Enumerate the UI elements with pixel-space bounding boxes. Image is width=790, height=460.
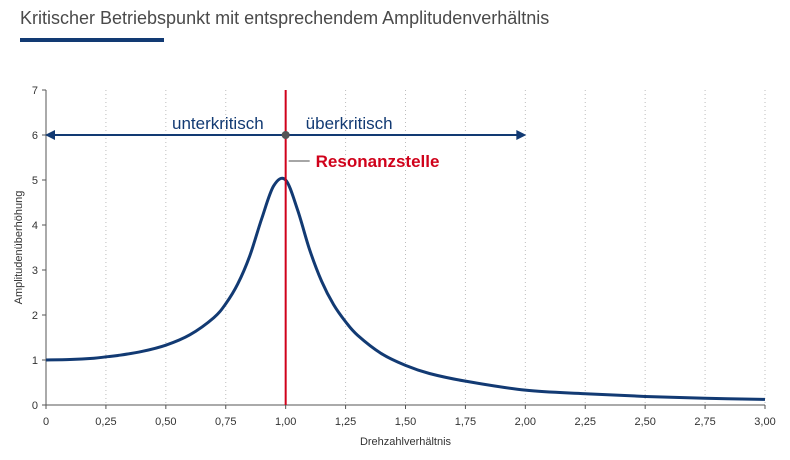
x-tick-label: 2,75 [694,416,715,428]
y-tick-label: 1 [32,355,38,367]
annotations: unterkritisch überkritisch Resonanzstelle [45,90,527,405]
x-axis-label: Drehzahlverhältnis [360,436,452,448]
x-tick-label: 2,25 [575,416,596,428]
x-tick-label: 0,75 [215,416,236,428]
series-group [45,176,766,401]
resonance-label: Resonanzstelle [316,152,440,171]
left-region-label: unterkritisch [172,114,264,133]
y-tick-label: 4 [32,220,38,232]
arrow-center-dot [281,131,290,139]
y-tick-label: 5 [32,175,38,187]
y-tick-label: 7 [32,85,38,97]
y-tick-label: 3 [32,265,38,277]
arrowhead-right [516,130,527,140]
series-line [45,176,766,401]
x-tick-label: 0,25 [95,416,116,428]
chart-title: Kritischer Betriebspunkt mit entsprechen… [20,8,550,28]
x-tick-label: 3,00 [754,416,775,428]
x-tick-label: 0,50 [155,416,176,428]
x-tick-label: 1,75 [455,416,476,428]
x-tick-label: 1,25 [335,416,356,428]
y-tick-label: 0 [32,400,38,412]
y-tick-labels: 0 1 2 3 4 5 6 7 [32,85,38,412]
x-tick-label: 0 [43,416,49,428]
x-tick-label: 2,50 [634,416,655,428]
x-tick-label: 1,50 [395,416,416,428]
x-tick-label: 1,00 [275,416,296,428]
arrowhead-left [45,130,55,140]
right-region-label: überkritisch [306,114,393,133]
y-tick-label: 2 [32,310,38,322]
axes [42,89,766,409]
y-tick-label: 6 [32,130,38,142]
x-tick-label: 2,00 [515,416,536,428]
y-axis-label: Amplitudenüberhöhung [13,191,25,305]
x-tick-labels: 0 0,25 0,50 0,75 1,00 1,25 1,50 1,75 2,00 2,25 2,5… [43,416,776,428]
title-underline [20,38,164,42]
grid-lines [105,90,766,405]
